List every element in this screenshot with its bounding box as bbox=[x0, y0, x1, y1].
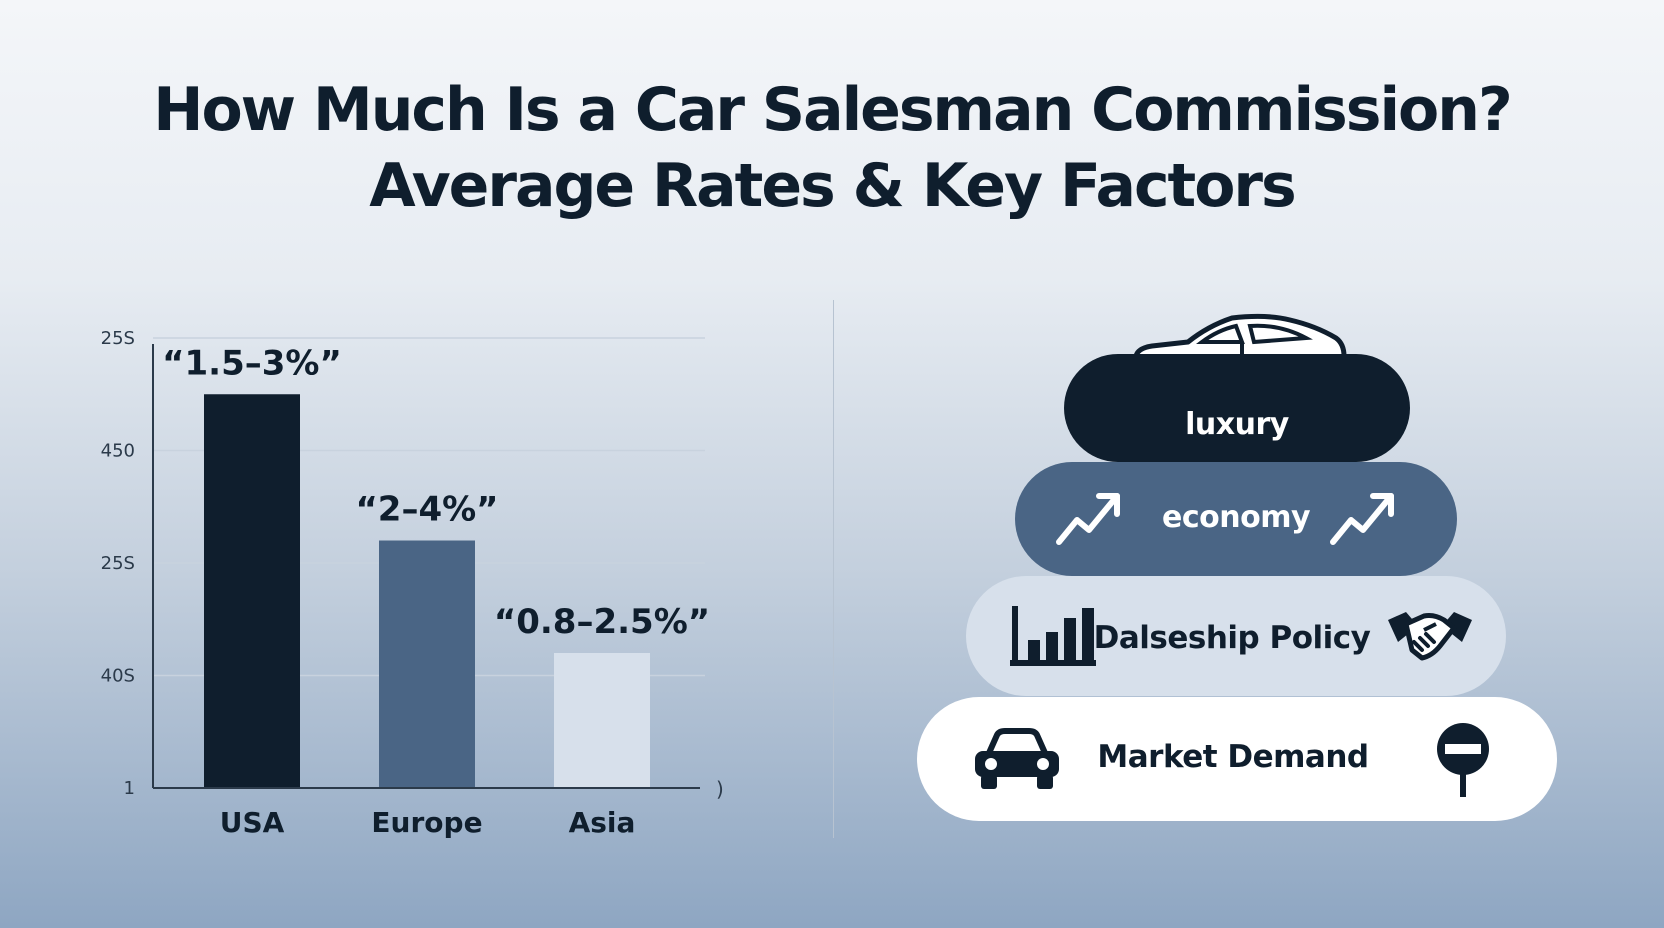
panel-divider bbox=[833, 300, 834, 838]
y-tick-label: 1 bbox=[124, 778, 135, 799]
commission-bar-chart: 25S 450 25S 40S 1 “1.5–3%” “2–4%” “0.8–2.5%” U… bbox=[101, 328, 724, 839]
bar-europe bbox=[379, 540, 475, 788]
y-tick-label: 25S bbox=[101, 553, 135, 574]
y-tick-label: 40S bbox=[101, 666, 135, 687]
data-label-asia: “0.8–2.5%” bbox=[494, 602, 710, 642]
title-line-2: Average Rates & Key Factors bbox=[369, 151, 1296, 221]
category-label-usa: USA bbox=[220, 806, 285, 839]
title-line-1: How Much Is a Car Salesman Commission? bbox=[153, 75, 1513, 145]
no-entry-sign-icon bbox=[1437, 723, 1489, 797]
bar-chart-icon bbox=[1010, 606, 1096, 666]
car-front-icon bbox=[975, 728, 1059, 789]
factor-dealership-label: Dalseship Policy bbox=[1093, 620, 1371, 656]
factor-luxury: luxury bbox=[1064, 354, 1410, 462]
trend-up-icon bbox=[1330, 493, 1394, 545]
x-axis-end-mark: ) bbox=[716, 777, 724, 801]
handshake-icon bbox=[1388, 612, 1472, 661]
category-label-asia: Asia bbox=[569, 806, 636, 839]
bar-usa bbox=[204, 394, 300, 788]
data-label-usa: “1.5–3%” bbox=[162, 343, 342, 383]
factor-luxury-label: luxury bbox=[1185, 406, 1289, 442]
factor-economy: economy bbox=[1015, 462, 1457, 576]
factor-market-label: Market Demand bbox=[1097, 739, 1369, 775]
trend-up-icon bbox=[1056, 493, 1120, 545]
factor-market-demand: Market Demand bbox=[917, 697, 1557, 821]
factor-economy-label: economy bbox=[1161, 499, 1311, 535]
category-label-europe: Europe bbox=[371, 806, 482, 839]
y-tick-label: 25S bbox=[101, 328, 135, 349]
y-tick-label: 450 bbox=[101, 441, 135, 462]
data-label-europe: “2–4%” bbox=[355, 490, 498, 530]
bar-asia bbox=[554, 653, 650, 788]
factor-dealership-policy: Dalseship Policy bbox=[966, 576, 1506, 696]
